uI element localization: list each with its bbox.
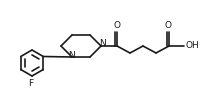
Text: F: F [28,79,34,88]
Text: N: N [99,39,105,48]
Text: O: O [164,21,172,30]
Text: OH: OH [186,42,200,50]
Text: N: N [68,50,74,59]
Text: O: O [114,21,121,30]
